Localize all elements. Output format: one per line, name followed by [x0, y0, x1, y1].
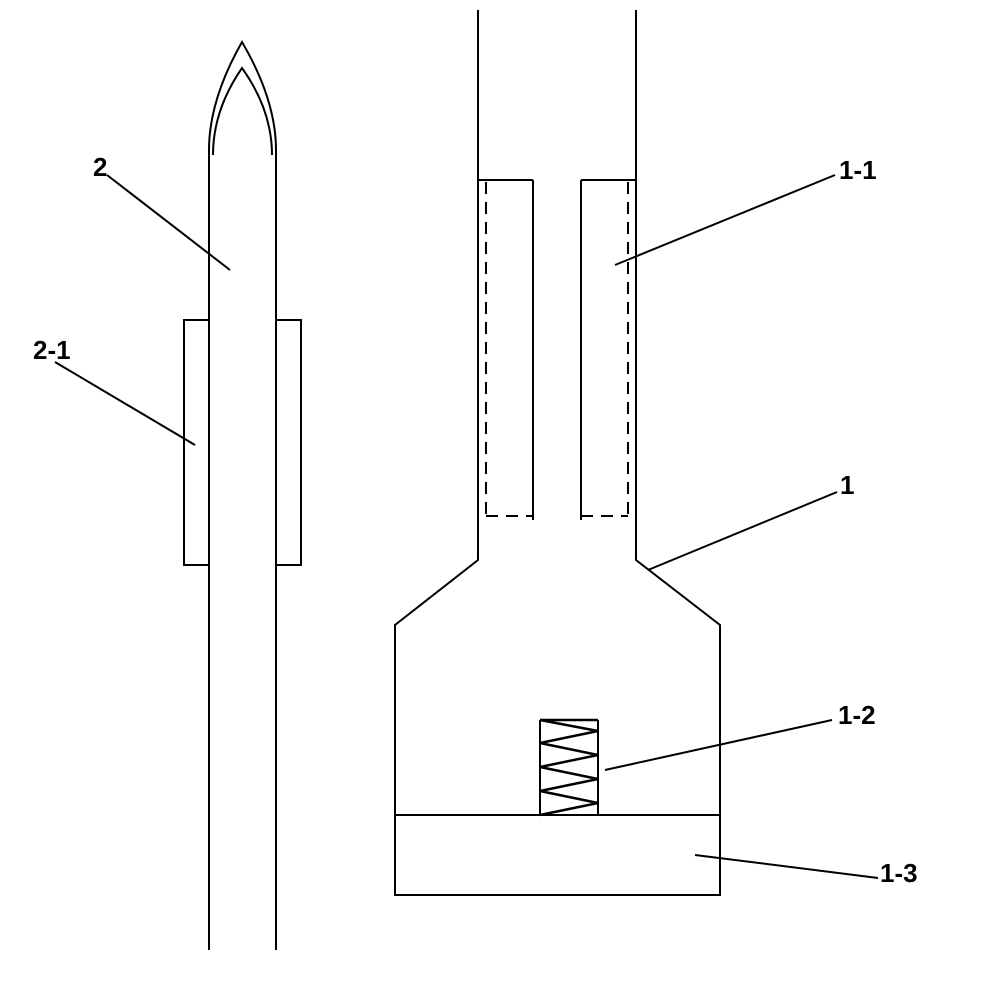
- label-2: 2: [93, 152, 107, 183]
- pen-inner-tip: [213, 68, 272, 155]
- leader-1: [648, 492, 837, 570]
- label-1-3: 1-3: [880, 858, 918, 889]
- spring-coil: [540, 720, 598, 815]
- pen-collar-left: [184, 320, 209, 565]
- label-1-1: 1-1: [839, 155, 877, 186]
- leader-1-1: [615, 175, 835, 265]
- leader-2: [107, 175, 230, 270]
- label-2-1: 2-1: [33, 335, 71, 366]
- leader-1-3: [695, 855, 878, 878]
- leader-2-1: [55, 362, 195, 445]
- label-1: 1: [840, 470, 854, 501]
- technical-diagram: 2 2-1 1-1 1 1-2 1-3: [0, 0, 1000, 976]
- label-1-2: 1-2: [838, 700, 876, 731]
- leader-1-2: [605, 720, 832, 770]
- pen-collar-right: [276, 320, 301, 565]
- pen-body: [209, 42, 276, 950]
